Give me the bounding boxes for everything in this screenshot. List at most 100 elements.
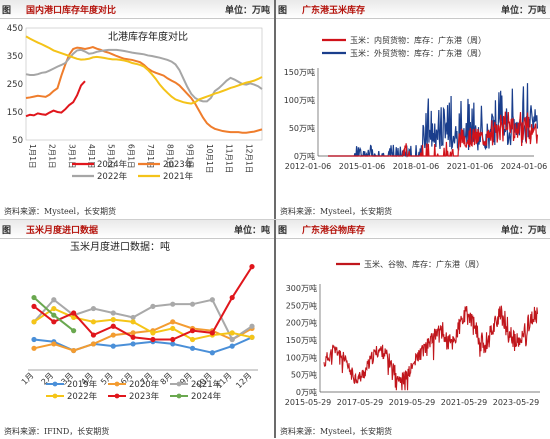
y-tick-label: 150万吨 xyxy=(286,335,317,345)
x-tick-label: 2018-01-06 xyxy=(393,162,440,171)
data-point-2021年 xyxy=(229,336,235,343)
data-point-2019年 xyxy=(110,343,116,349)
legend-marker xyxy=(114,393,120,399)
panel-title: 广东港谷物库存 xyxy=(302,226,366,236)
series-line-2021年 xyxy=(25,35,263,105)
data-point-2019年 xyxy=(170,341,176,347)
data-point-2020年 xyxy=(31,345,37,351)
series-line-domestic-trade xyxy=(328,111,539,157)
x-tick-label: 1月 xyxy=(20,371,36,387)
series-line-2022年 xyxy=(25,48,263,103)
y-tick-label: 350 xyxy=(7,52,23,62)
data-point-2019年 xyxy=(229,343,235,349)
x-tick-label: 12月1日 xyxy=(244,144,253,173)
legend-label: 2020年 xyxy=(129,379,160,390)
x-tick-label: 10月1日 xyxy=(205,144,214,173)
data-point-2023年 xyxy=(71,310,77,316)
x-tick-label: 9月1日 xyxy=(185,144,194,169)
data-point-2022年 xyxy=(189,336,196,343)
x-tick-label: 2012-01-06 xyxy=(285,162,332,171)
data-point-2022年 xyxy=(130,319,136,325)
guangdong-grain-chart: 0万吨 50万吨 100万吨 150万吨 200万吨 250万吨 300万吨 2015-05-… xyxy=(285,259,540,407)
series-line-2023年 xyxy=(33,266,253,341)
data-point-2024年 xyxy=(31,294,37,301)
panel-title: 玉米月度进口数据 xyxy=(26,226,99,236)
data-point-2023年 xyxy=(209,330,215,336)
x-tick-label: 2023-05-29 xyxy=(493,398,540,407)
x-tick-label: 4月1日 xyxy=(87,144,96,169)
source-note: 资料来源：Mysteel，长安期货 xyxy=(4,207,117,216)
x-tick-label: 6月1日 xyxy=(126,144,135,169)
figure-label: 图 xyxy=(278,6,288,16)
data-point-2022年 xyxy=(71,314,77,321)
y-tick-label: 0万吨 xyxy=(296,387,317,397)
data-point-2020年 xyxy=(170,319,176,325)
legend-label: 2023年 xyxy=(163,159,194,170)
unit-label: 单位：吨 xyxy=(233,226,270,236)
panel-guangdong-grain: 图 广东港谷物库存 单位：万吨 0万吨 50万吨 100万吨 150万吨 200万吨 25… xyxy=(276,220,550,439)
legend-label: 2022年 xyxy=(67,391,98,402)
data-point-2023年 xyxy=(130,334,136,340)
unit-label: 单位：万吨 xyxy=(500,6,546,16)
data-point-2023年 xyxy=(249,264,255,270)
data-point-2021年 xyxy=(209,297,215,303)
panel-title: 国内港口库存年度对比 xyxy=(26,6,117,16)
panel-title: 广东港玉米库存 xyxy=(302,6,366,16)
x-tick-label: 2021-01-06 xyxy=(447,162,494,171)
data-point-2022年 xyxy=(31,319,37,325)
data-point-2021年 xyxy=(170,301,176,307)
panel-guangdong-corn: 图 广东港玉米库存 单位：万吨 0万吨 50万吨 100万吨 150万吨 2012-01… xyxy=(276,0,550,219)
north-port-chart: 50 150 250 350 450 1月1日 2月1日 3月1日 4月1日 5月1日 6月1日 7月… xyxy=(7,24,263,182)
data-point-2020年 xyxy=(71,347,77,354)
x-tick-label: 3月1日 xyxy=(67,144,76,169)
data-point-2019年 xyxy=(130,341,136,347)
y-tick-label: 50万吨 xyxy=(289,123,315,133)
data-point-2021年 xyxy=(249,323,255,329)
x-tick-label: 2月1日 xyxy=(48,144,57,169)
figure-label: 图 xyxy=(2,226,12,236)
y-tick-label: 0万吨 xyxy=(294,151,315,161)
x-tick-label: 2015-01-06 xyxy=(339,162,386,171)
legend-label: 2022年 xyxy=(97,171,128,182)
x-tick-label: 2019-05-29 xyxy=(389,398,436,407)
data-point-2022年 xyxy=(51,305,57,312)
panel-header: 图 国内港口库存年度对比 单位：万吨 xyxy=(0,0,274,19)
series-line-grain xyxy=(323,305,539,391)
data-point-2020年 xyxy=(90,341,97,347)
y-tick-label: 100万吨 xyxy=(284,95,315,105)
data-point-2022年 xyxy=(150,330,156,336)
data-point-2019年 xyxy=(189,345,196,351)
x-tick-label: 7月1日 xyxy=(146,144,155,169)
y-tick-label: 300万吨 xyxy=(286,283,317,293)
y-tick-label: 450 xyxy=(7,24,23,34)
data-point-2023年 xyxy=(189,328,196,334)
data-point-2023年 xyxy=(110,323,116,329)
legend-label: 2024年 xyxy=(97,159,128,170)
plot-frame xyxy=(25,27,263,141)
legend-label: 玉米：外贸货物：库存：广东港（周） xyxy=(350,48,486,58)
series-line-2023年 xyxy=(25,45,263,134)
data-point-2020年 xyxy=(51,341,57,347)
data-point-2023年 xyxy=(170,336,176,343)
data-point-2022年 xyxy=(170,325,176,332)
data-point-2020年 xyxy=(130,330,136,336)
data-point-2019年 xyxy=(209,350,215,356)
legend-marker xyxy=(52,381,58,387)
horizontal-divider xyxy=(0,219,550,220)
figure-label: 图 xyxy=(278,226,288,236)
legend-label: 2021年 xyxy=(191,379,222,390)
data-point-2021年 xyxy=(189,301,196,307)
panel-header: 图 广东港玉米库存 单位：万吨 xyxy=(276,0,550,19)
legend-label: 2019年 xyxy=(67,379,98,390)
series-line-2020年 xyxy=(33,320,253,352)
data-point-2024年 xyxy=(51,312,57,318)
figure-label: 图 xyxy=(2,6,12,16)
data-point-2023年 xyxy=(51,319,57,325)
data-point-2022年 xyxy=(90,319,97,325)
data-point-2022年 xyxy=(249,334,255,340)
panel-north-port: 图 国内港口库存年度对比 单位：万吨 50 150 250 350 450 1月1日 2月1… xyxy=(0,0,274,219)
data-point-2022年 xyxy=(229,330,235,336)
legend-label: 玉米：内贸货物：库存：广东港（周） xyxy=(350,35,486,45)
x-tick-label: 1月1日 xyxy=(28,144,37,169)
y-tick-label: 50万吨 xyxy=(291,370,317,380)
